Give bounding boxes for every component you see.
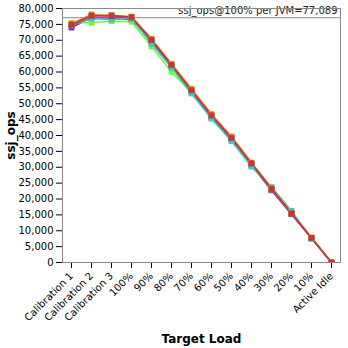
svg-text:ssj_ops: ssj_ops — [4, 111, 19, 159]
svg-text:70%: 70% — [172, 270, 196, 294]
svg-text:40,000: 40,000 — [19, 130, 54, 141]
svg-text:35,000: 35,000 — [19, 146, 54, 157]
svg-text:Active Idle: Active Idle — [290, 270, 335, 315]
svg-text:75,000: 75,000 — [19, 19, 54, 30]
svg-text:60%: 60% — [192, 270, 216, 294]
svg-text:50%: 50% — [212, 270, 236, 294]
svg-text:45,000: 45,000 — [19, 114, 54, 125]
svg-text:60,000: 60,000 — [19, 66, 54, 77]
svg-text:50,000: 50,000 — [19, 98, 54, 109]
svg-text:55,000: 55,000 — [19, 82, 54, 93]
svg-text:Calibration 3: Calibration 3 — [62, 270, 115, 323]
svg-text:0: 0 — [47, 257, 53, 268]
svg-text:ssj_ops@100% per JVM=77,089: ssj_ops@100% per JVM=77,089 — [178, 5, 337, 17]
svg-text:40%: 40% — [232, 270, 256, 294]
svg-text:Calibration 1: Calibration 1 — [22, 270, 76, 324]
svg-text:100%: 100% — [107, 270, 135, 298]
svg-text:30%: 30% — [252, 270, 276, 294]
svg-text:15,000: 15,000 — [19, 209, 54, 220]
svg-text:90%: 90% — [132, 270, 156, 294]
svg-text:Target Load: Target Load — [162, 332, 242, 346]
svg-text:65,000: 65,000 — [19, 50, 54, 61]
svg-text:30,000: 30,000 — [19, 161, 54, 172]
svg-text:70,000: 70,000 — [19, 34, 54, 45]
svg-text:10%: 10% — [291, 270, 316, 294]
svg-text:Calibration 2: Calibration 2 — [42, 270, 96, 324]
svg-text:80%: 80% — [152, 270, 176, 294]
svg-text:25,000: 25,000 — [19, 177, 54, 188]
svg-text:5,000: 5,000 — [25, 241, 54, 252]
svg-text:80,000: 80,000 — [19, 3, 54, 14]
svg-text:20,000: 20,000 — [19, 193, 54, 204]
svg-text:10,000: 10,000 — [19, 225, 54, 236]
svg-text:20%: 20% — [272, 270, 296, 294]
